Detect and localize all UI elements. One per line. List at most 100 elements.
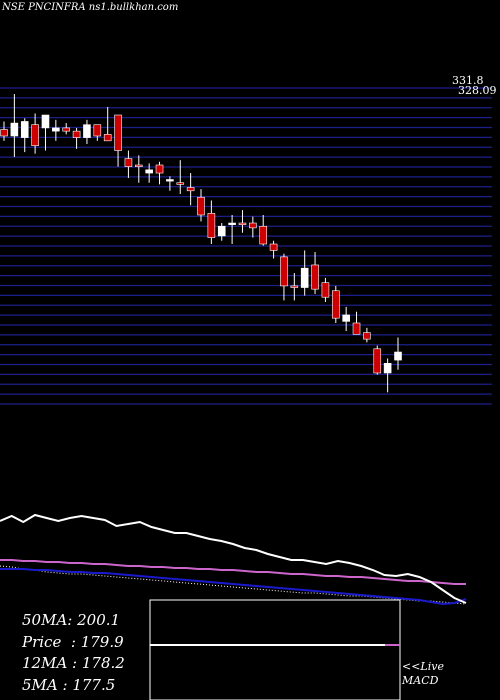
candle [373,345,382,375]
candle [280,253,288,301]
candle-body-up [10,122,19,137]
candle [31,113,39,154]
candle [20,118,29,153]
candle-body-down [124,158,133,167]
candle [72,127,81,149]
candle [207,200,216,244]
candle-body-down [103,134,112,142]
candle-body-down [62,127,71,132]
macd-label: MACD [402,674,439,687]
candle-body-up [83,124,91,138]
candle-body-down [290,285,299,288]
candle-body-up [20,121,29,138]
ma-dotted-line [0,565,467,605]
candle-body-down [363,332,371,340]
candle [269,240,278,259]
macd-caption: <<Live MACD [402,660,444,688]
candle-body-down [280,256,288,287]
candle [124,150,133,178]
candle [41,114,50,151]
candle-body-up [394,351,402,361]
candle [228,214,236,244]
candle-body-up [300,267,309,288]
candle [176,160,185,195]
candle [145,163,153,183]
candle [363,327,371,343]
candle [93,124,102,141]
candle [352,311,361,335]
candle [259,214,268,246]
candle [217,223,226,241]
candle-body-down [238,222,247,225]
candle-body-up [342,314,350,322]
candle [134,155,143,183]
candle [300,250,309,296]
candle-body-down [352,322,361,335]
summary-row-12ma: 12MA : 178.2 [22,654,125,672]
candle-body-up [145,169,153,174]
candle-body-down [259,225,268,245]
candle-body-down [249,222,257,229]
candle [83,119,91,145]
candle-body-up [383,363,392,374]
candle [311,252,319,294]
candle-body-down [134,164,143,167]
candle [249,216,257,238]
macd-panel [149,599,401,700]
candle-body-down [311,264,319,290]
macd-frame [149,599,401,700]
candle-body-down [93,124,102,137]
candle-body-down [197,196,205,216]
candle [0,121,8,141]
candle-body-down [0,129,8,137]
candle [103,106,112,142]
candle-body-down [72,130,81,138]
summary-row-price: Price : 179.9 [22,632,124,651]
candle-body-down [321,282,330,298]
candle-body-up [52,127,60,132]
candle [197,189,205,222]
summary-row-5ma: 5MA : 177.5 [22,675,116,694]
price-label-top: 331.8 [452,74,484,87]
price-grid [0,87,492,405]
candle [342,306,350,332]
summary-row-50ma: 50MA: 200.1 [22,611,121,629]
ma-blue-line [0,568,467,606]
candle-body-up [217,225,226,237]
moving-average-summary: 50MA: 200.1 Price : 179.9 12MA : 178.2 5… [22,610,125,696]
candle-body-down [207,213,216,238]
candle [166,176,174,191]
candle [155,161,164,185]
candle-body-down [186,187,195,192]
candle [383,358,392,393]
candle [62,123,71,135]
candle [10,94,19,157]
candle-body-down [331,290,340,319]
candlesticks [0,94,402,393]
candle [238,210,247,233]
candle-body-down [155,164,164,174]
candle [52,119,60,141]
candle [114,114,122,167]
candle-body-down [176,182,185,185]
candle-body-down [269,243,278,251]
candle [394,337,402,370]
candle-body-up [41,114,50,129]
candle [186,173,195,206]
candle-body-up [228,222,236,225]
candle [290,273,299,301]
moving-average-lines [0,513,467,606]
candle-body-down [31,124,39,146]
candle [321,277,330,303]
ma-magenta-line [0,559,466,585]
chart-title: NSE PNCINFRA ns1.bullkhan.com [2,2,179,13]
candle-body-down [114,114,122,151]
price-label-second: 328.09 [458,84,497,97]
candle-body-down [373,348,382,374]
candle-body-up [166,179,174,182]
candle [331,285,340,323]
live-link-label[interactable]: <<Live [402,660,444,673]
